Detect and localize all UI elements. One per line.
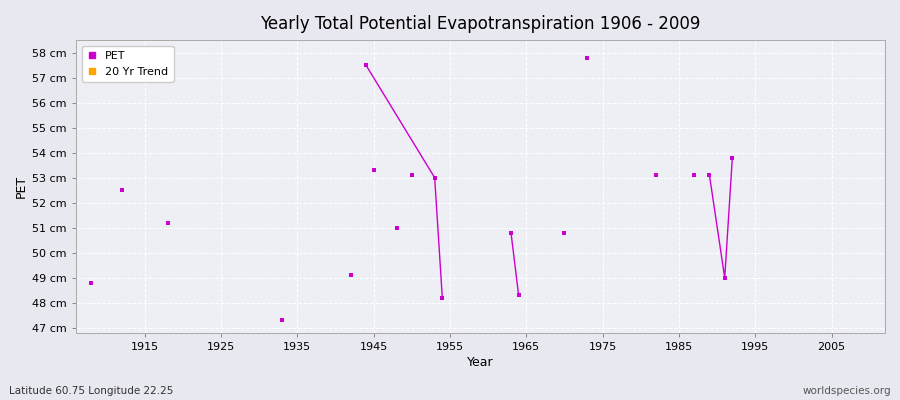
Point xyxy=(580,54,595,61)
Point xyxy=(405,172,419,178)
Point xyxy=(504,230,518,236)
Point xyxy=(717,274,732,281)
Y-axis label: PET: PET xyxy=(15,175,28,198)
Point xyxy=(114,187,129,194)
Text: Latitude 60.75 Longitude 22.25: Latitude 60.75 Longitude 22.25 xyxy=(9,386,174,396)
Point xyxy=(649,172,663,178)
Point xyxy=(84,280,98,286)
Point xyxy=(366,167,381,173)
Point xyxy=(435,294,449,301)
Point xyxy=(687,172,701,178)
Point xyxy=(702,172,716,178)
Point xyxy=(274,317,289,324)
Point xyxy=(344,272,358,278)
Text: worldspecies.org: worldspecies.org xyxy=(803,386,891,396)
Point xyxy=(557,230,572,236)
Point xyxy=(725,154,740,161)
Point xyxy=(359,62,374,68)
Point xyxy=(428,174,442,181)
X-axis label: Year: Year xyxy=(467,356,494,369)
Title: Yearly Total Potential Evapotranspiration 1906 - 2009: Yearly Total Potential Evapotranspiratio… xyxy=(260,15,701,33)
Point xyxy=(160,220,175,226)
Point xyxy=(511,292,526,298)
Point xyxy=(390,224,404,231)
Legend: PET, 20 Yr Trend: PET, 20 Yr Trend xyxy=(82,46,174,82)
